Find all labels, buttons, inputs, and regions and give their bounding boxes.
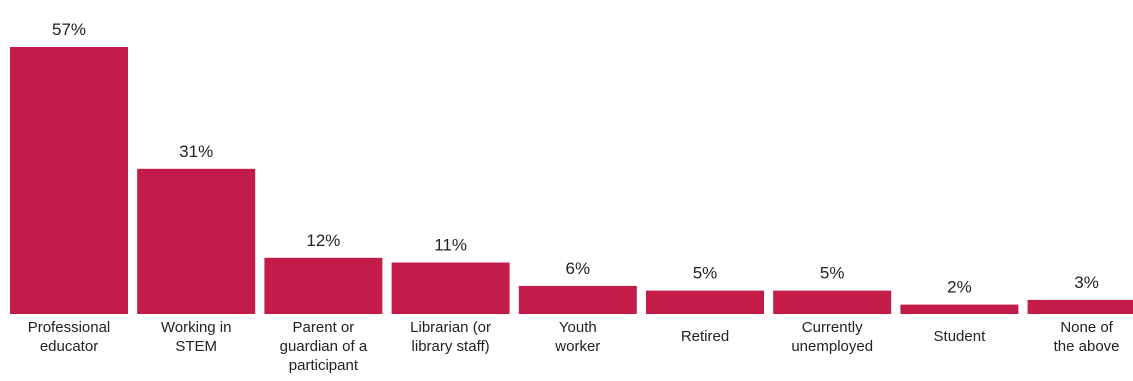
value-label: 5% xyxy=(820,264,845,283)
category-label-line: Parent or xyxy=(293,319,355,336)
category-label-line: None of xyxy=(1060,319,1113,336)
category-labels-group: Professional educator Working in STEM Parent… xyxy=(28,319,1120,374)
category-label: Working in STEM xyxy=(161,319,232,355)
bar xyxy=(137,168,256,314)
category-label-line: participant xyxy=(289,357,359,374)
bar xyxy=(10,47,128,314)
category-label-line: Professional xyxy=(28,319,111,336)
category-label: Parent or guardian of a participant xyxy=(280,319,368,374)
category-label-line: Working in xyxy=(161,319,232,336)
category-label-line: guardian of a xyxy=(280,338,368,355)
category-label: Youth worker xyxy=(554,319,600,355)
category-label: Professional educator xyxy=(28,319,111,355)
category-label-line: unemployed xyxy=(791,338,873,355)
category-label: Retired xyxy=(681,328,729,345)
category-label: Student xyxy=(934,328,987,345)
category-label-line: library staff) xyxy=(412,338,490,355)
value-labels-group: 57% 31% 12% 11% 6% 5% 5% 2% 3% xyxy=(52,20,1099,297)
category-label-line: STEM xyxy=(175,338,217,355)
category-label: None of the above xyxy=(1054,319,1120,355)
category-label-line: Librarian (or xyxy=(410,319,491,336)
category-label-line: Youth xyxy=(559,319,597,336)
category-label-line: worker xyxy=(554,338,600,355)
bar xyxy=(518,285,637,314)
category-label-line: Currently xyxy=(802,319,863,336)
bar xyxy=(391,262,510,314)
category-label-line: the above xyxy=(1054,338,1120,355)
value-label: 57% xyxy=(52,20,86,39)
category-label: Librarian (or library staff) xyxy=(410,319,491,355)
category-label: Currently unemployed xyxy=(791,319,873,355)
value-label: 3% xyxy=(1074,273,1099,292)
category-label-line: Retired xyxy=(681,328,729,345)
value-label: 5% xyxy=(693,264,718,283)
bar xyxy=(773,290,892,314)
category-label-line: educator xyxy=(40,338,98,355)
value-label: 31% xyxy=(179,142,213,161)
bar xyxy=(900,304,1019,314)
bar xyxy=(646,290,764,314)
value-label: 11% xyxy=(434,236,467,255)
value-label: 6% xyxy=(566,259,591,278)
bar xyxy=(264,257,383,314)
bar xyxy=(1027,299,1133,314)
category-label-line: Student xyxy=(934,328,987,345)
value-label: 12% xyxy=(306,231,340,250)
bars-group xyxy=(10,47,1133,314)
value-label: 2% xyxy=(947,278,972,297)
